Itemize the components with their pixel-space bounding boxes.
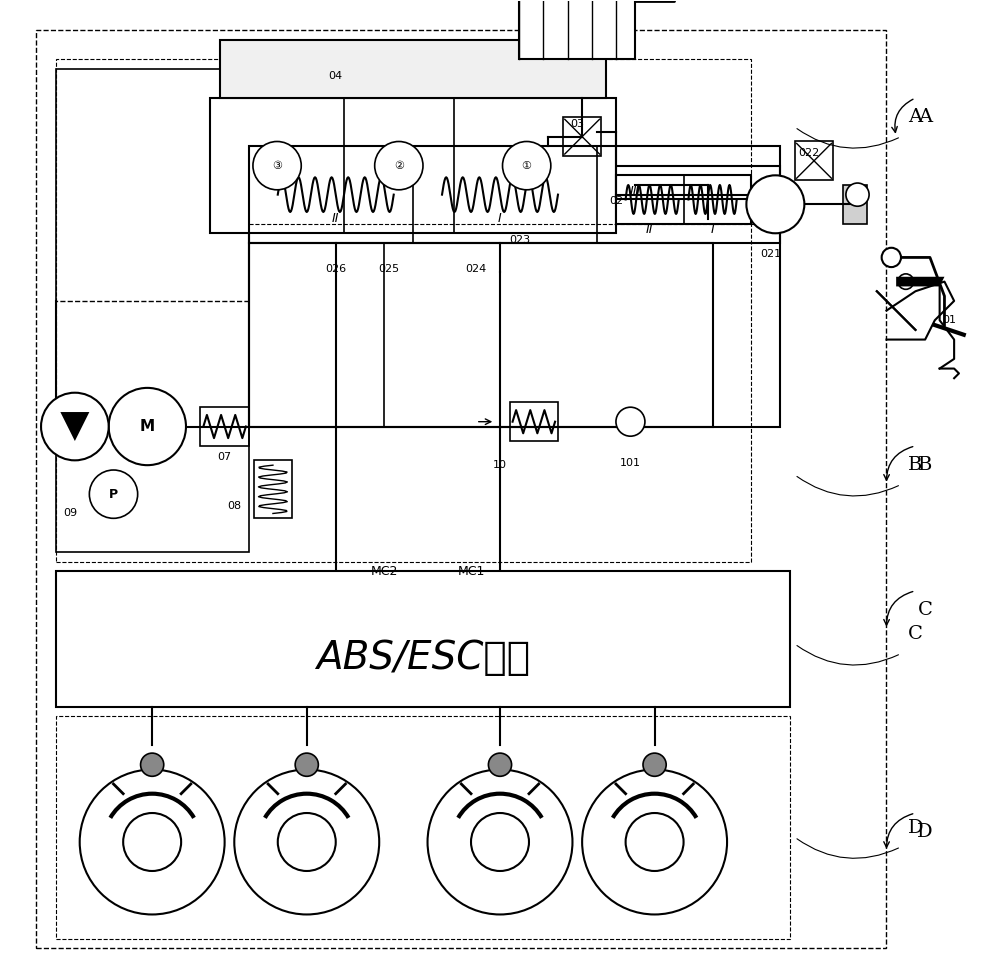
- Text: ②: ②: [394, 161, 404, 171]
- Circle shape: [253, 141, 301, 190]
- Bar: [56, 572, 790, 706]
- Circle shape: [746, 175, 804, 234]
- Text: 10: 10: [493, 460, 507, 470]
- Text: 024: 024: [465, 264, 486, 274]
- Circle shape: [882, 248, 901, 267]
- Text: ③: ③: [272, 161, 282, 171]
- Text: II: II: [332, 211, 339, 225]
- Circle shape: [616, 407, 645, 436]
- Text: 023: 023: [509, 234, 530, 245]
- Text: 05: 05: [63, 453, 77, 462]
- Text: 101: 101: [620, 458, 641, 468]
- Text: 03: 03: [570, 119, 584, 129]
- Circle shape: [278, 813, 336, 871]
- Bar: [563, 117, 601, 156]
- Text: C: C: [918, 601, 933, 619]
- Text: III: III: [756, 192, 766, 202]
- Circle shape: [898, 274, 914, 290]
- Text: 04: 04: [329, 71, 343, 80]
- Circle shape: [41, 392, 109, 460]
- Text: 026: 026: [325, 264, 346, 274]
- Circle shape: [141, 753, 164, 776]
- Text: ①: ①: [522, 161, 532, 171]
- Circle shape: [375, 141, 423, 190]
- Text: A: A: [918, 109, 932, 126]
- Bar: [210, 98, 616, 234]
- Bar: [795, 141, 833, 180]
- Circle shape: [89, 470, 138, 518]
- Circle shape: [295, 753, 318, 776]
- Circle shape: [123, 813, 181, 871]
- Text: 025: 025: [378, 264, 399, 274]
- Bar: [36, 30, 886, 949]
- Bar: [56, 59, 751, 562]
- Bar: [249, 166, 780, 426]
- Text: II: II: [646, 223, 654, 236]
- Text: III: III: [630, 185, 641, 198]
- Text: MC2: MC2: [370, 565, 398, 578]
- Text: 08: 08: [227, 501, 241, 511]
- Text: B: B: [908, 456, 923, 474]
- Text: C: C: [908, 625, 923, 643]
- Circle shape: [582, 769, 727, 915]
- Circle shape: [488, 753, 512, 776]
- Bar: [254, 460, 292, 518]
- Text: D: D: [908, 819, 923, 836]
- Polygon shape: [896, 277, 944, 287]
- Circle shape: [428, 769, 572, 915]
- Text: B: B: [918, 456, 932, 474]
- Text: ABS/ESC单元: ABS/ESC单元: [316, 640, 530, 677]
- Bar: [220, 40, 606, 98]
- Bar: [519, 0, 635, 59]
- Polygon shape: [60, 412, 89, 441]
- Text: D: D: [917, 824, 933, 841]
- Bar: [510, 402, 558, 441]
- Text: 07: 07: [218, 453, 232, 462]
- Circle shape: [80, 769, 225, 915]
- Bar: [249, 146, 780, 243]
- Bar: [56, 716, 790, 939]
- Text: MC1: MC1: [457, 565, 485, 578]
- Circle shape: [503, 141, 551, 190]
- Bar: [249, 243, 713, 426]
- Circle shape: [626, 813, 684, 871]
- Text: M: M: [140, 419, 155, 434]
- Text: I: I: [498, 211, 502, 225]
- Circle shape: [846, 183, 869, 206]
- Text: P: P: [109, 487, 118, 501]
- Bar: [843, 185, 867, 224]
- Bar: [56, 69, 249, 552]
- Circle shape: [109, 388, 186, 465]
- Text: I: I: [711, 223, 714, 236]
- Text: A: A: [908, 109, 923, 126]
- Text: 09: 09: [63, 509, 77, 518]
- Text: 021: 021: [760, 249, 781, 260]
- Text: 02: 02: [609, 197, 623, 206]
- Circle shape: [234, 769, 379, 915]
- Bar: [200, 407, 249, 446]
- Text: 022: 022: [799, 148, 820, 158]
- Bar: [616, 175, 751, 224]
- Text: 01: 01: [942, 315, 956, 326]
- Circle shape: [643, 753, 666, 776]
- Circle shape: [471, 813, 529, 871]
- Text: 06: 06: [140, 453, 154, 462]
